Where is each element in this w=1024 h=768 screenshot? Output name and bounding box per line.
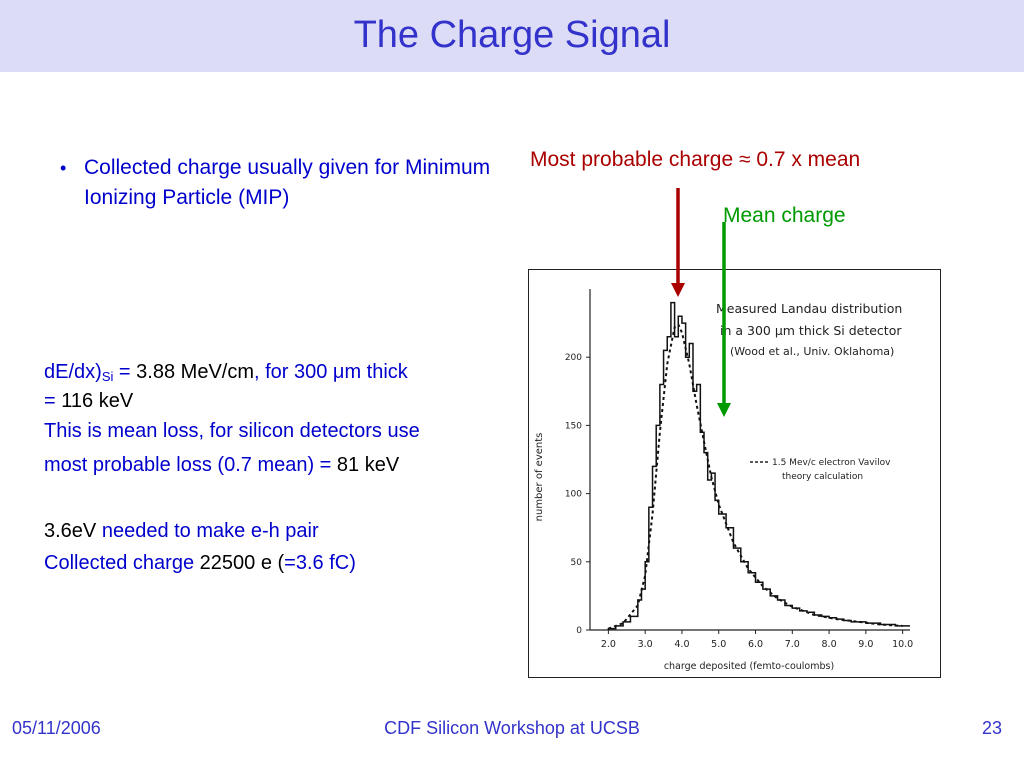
- y-tick-label: 150: [565, 421, 582, 431]
- slide-title: The Charge Signal: [353, 14, 671, 56]
- figure-caption-line-2: in a 300 μm thick Si detector: [720, 323, 902, 338]
- y-tick-label: 200: [565, 353, 582, 363]
- y-tick-label: 100: [565, 490, 582, 500]
- eh-pair-text: needed to make e-h pair: [96, 520, 319, 542]
- dedx-value: 3.88 MeV/cm: [136, 361, 254, 383]
- x-tick-label: 4.0: [674, 639, 689, 650]
- bullet-glyph: •: [60, 158, 67, 178]
- vavilov-dashed-series: [608, 322, 903, 630]
- figure-frame: [528, 269, 941, 678]
- x-tick-label: 9.0: [858, 639, 873, 650]
- footer-date: 05/11/2006: [12, 718, 101, 738]
- bullet-text: Collected charge usually given for Minim…: [84, 156, 491, 209]
- legend-text-line-2: theory calculation: [782, 472, 863, 482]
- x-tick-label: 6.0: [748, 639, 763, 650]
- x-tick-label: 2.0: [601, 639, 616, 650]
- mean-loss-line: This is mean loss, for silicon detectors…: [44, 420, 420, 442]
- collected-charge-line: Collected charge 22500 e (=3.6 fC): [44, 548, 356, 578]
- x-tick-label: 3.0: [638, 639, 653, 650]
- most-probable-annotation: Most probable charge ≈ 0.7 x mean: [530, 148, 861, 171]
- figure-caption-line-1: Measured Landau distribution: [716, 301, 902, 316]
- dedx-line: dE/dx)Si = 3.88 MeV/cm, for 300 μm thick: [44, 357, 408, 392]
- footer-page-number: 23: [981, 718, 1002, 738]
- x-tick-label: 10.0: [892, 639, 913, 650]
- figure-caption-line-3: (Wood et al., Univ. Oklahoma): [730, 345, 894, 358]
- collected-charge-fc: =3.6 fC): [284, 552, 356, 574]
- landau-distribution-figure: 0 50 100 150 200 2.0 3.0 4.0 5.0 6.0 7.0 8.0 9.0 10.0…: [528, 269, 941, 678]
- eh-pair-line: 3.6eV needed to make e-h pair: [44, 516, 319, 546]
- most-probable-loss-line: most probable loss (0.7 mean) = 81 keV: [44, 450, 399, 480]
- y-axis-label: number of events: [534, 433, 545, 522]
- eh-pair-value: 3.6eV: [44, 520, 97, 542]
- dedx-line-2: = 116 keV: [44, 386, 133, 416]
- footer-event: CDF Silicon Workshop at UCSB: [384, 718, 640, 738]
- collected-charge-paren: (: [271, 552, 285, 574]
- x-axis-label: charge deposited (femto-coulombs): [664, 661, 834, 672]
- dedx-subscript: Si: [101, 369, 114, 384]
- dedx-line2-eq: =: [44, 390, 62, 412]
- title-bar: [0, 0, 1024, 72]
- collected-charge-value: 22500 e: [199, 552, 272, 574]
- most-probable-loss-value: 81 keV: [336, 454, 400, 476]
- y-tick-label: 0: [576, 626, 582, 636]
- dedx-line2-value: 116 keV: [61, 390, 134, 412]
- mean-charge-annotation: Mean charge: [723, 204, 846, 227]
- legend-text-line-1: 1.5 Mev/c electron Vavilov: [772, 458, 891, 468]
- most-probable-loss-text: most probable loss (0.7 mean) =: [44, 454, 337, 476]
- y-tick-label: 50: [571, 558, 583, 568]
- dedx-eq: =: [113, 361, 137, 383]
- dedx-thickness: , for 300 μm thick: [254, 361, 408, 383]
- dedx-label: dE/dx): [44, 361, 102, 383]
- x-tick-label: 8.0: [822, 639, 837, 650]
- collected-charge-label: Collected charge: [44, 552, 200, 574]
- x-tick-label: 7.0: [785, 639, 800, 650]
- x-tick-label: 5.0: [711, 639, 726, 650]
